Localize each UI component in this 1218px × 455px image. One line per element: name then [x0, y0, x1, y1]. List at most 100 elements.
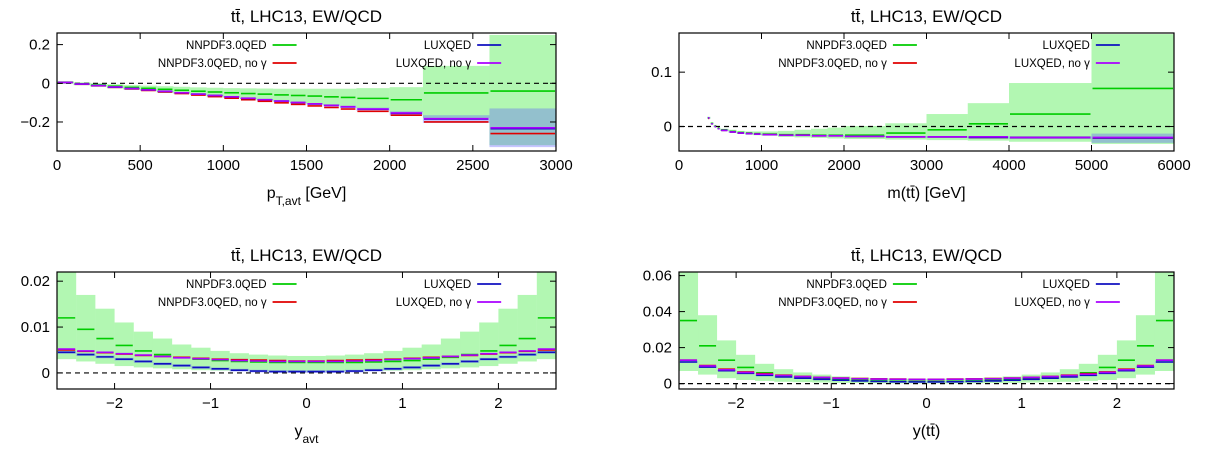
chart-title: tt̄, LHC13, EW/QCD: [851, 246, 1002, 265]
legend-label: LUXQED, no γ: [396, 297, 472, 309]
x-tick-label: 0: [53, 157, 61, 174]
x-tick-label: 1: [398, 395, 406, 412]
band-bin: [536, 272, 556, 360]
legend-label: NNPDF3.0QED, no γ: [778, 58, 887, 70]
legend-label: LUXQED, no γ: [1014, 58, 1090, 70]
x-tick-label: −1: [202, 395, 219, 412]
legend-label: NNPDF3.0QED, no γ: [778, 297, 887, 309]
band-bin: [498, 308, 518, 364]
band-bin: [778, 130, 795, 137]
x-tick-label: 0: [675, 157, 683, 174]
band-bin: [422, 65, 490, 119]
y-tick-label: 0: [42, 365, 50, 382]
y-tick-label: 0: [42, 75, 50, 92]
legend-label: NNPDF3.0QED, no γ: [158, 58, 267, 70]
band-bin: [698, 315, 718, 375]
y-tick-label: −0.2: [20, 114, 50, 131]
x-tick-label: 0: [922, 395, 930, 412]
legend-label: LUXQED: [1043, 40, 1090, 52]
band-bin: [1116, 340, 1136, 379]
x-tick-label: 2000: [373, 157, 406, 174]
y-tick-label: 0.1: [651, 64, 672, 81]
chart-panel-3: −2 −1 0 1 2 0.02 0.01 0 tt̄, LHC13, EW/QCD yavt NN…: [21, 246, 557, 446]
y-tick-label: 0.06: [643, 268, 672, 285]
band-bin: [95, 308, 115, 364]
x-axis-label: pT,avt [GeV]: [267, 185, 347, 208]
x-tick-label: −1: [823, 395, 840, 412]
band-bin: [811, 128, 828, 138]
x-tick-label: 1500: [290, 157, 323, 174]
x-tick-label: 4000: [992, 157, 1025, 174]
x-tick-label: 3000: [539, 157, 572, 174]
band-bin: [717, 340, 737, 379]
legend-label: LUXQED, no γ: [1014, 297, 1090, 309]
legend-label: LUXQED, no γ: [396, 58, 472, 70]
legend-label: NNPDF3.0QED: [186, 279, 267, 291]
y-tick-label: 0: [664, 119, 672, 136]
band-bin: [679, 272, 699, 371]
band-bin: [1009, 83, 1092, 142]
band-bin: [133, 331, 153, 368]
band-bin: [76, 294, 96, 362]
x-tick-label: 2500: [456, 157, 489, 174]
band-bin: [440, 338, 461, 369]
chart-title: tt̄, LHC13, EW/QCD: [851, 7, 1002, 26]
plot-area: [57, 272, 556, 374]
legend-label: LUXQED: [424, 40, 471, 52]
band-bin: [325, 355, 345, 372]
x-tick-label: 1000: [745, 157, 778, 174]
band-bin: [794, 129, 811, 138]
band-bin: [1154, 272, 1174, 371]
band-bin: [967, 103, 1009, 141]
x-tick-label: 3000: [910, 157, 943, 174]
chart-panel-4: −2 −1 0 1 2 0.06 0.04 0.02 0 tt̄, LHC13, EW/QCD y(…: [643, 246, 1175, 440]
x-tick-label: 0: [302, 395, 310, 412]
band-bin: [114, 322, 134, 367]
y-tick-label: 0.02: [643, 340, 672, 357]
band-bin: [57, 272, 77, 360]
legend-label: NNPDF3.0QED: [806, 279, 887, 291]
legend-label: NNPDF3.0QED, no γ: [158, 297, 267, 309]
chart-panel-1: 0 500 1000 1500 2000 2500 3000 0.2 0 −0.2 tt̄, LHC…: [20, 7, 572, 208]
x-tick-label: 500: [128, 157, 153, 174]
x-axis-label: m(tt̄) [GeV]: [887, 185, 965, 202]
y-tick-label: 0.01: [21, 319, 50, 336]
y-tick-label: 0.2: [29, 37, 50, 54]
x-tick-label: 6000: [1157, 157, 1190, 174]
legend-label: NNPDF3.0QED: [186, 40, 267, 52]
band-bin: [460, 331, 480, 368]
x-tick-label: 5000: [1075, 157, 1108, 174]
band-bin: [479, 322, 499, 367]
chart-title: tt̄, LHC13, EW/QCD: [231, 7, 382, 26]
legend-label: LUXQED: [424, 279, 471, 291]
x-axis-label: y(tt̄): [913, 423, 941, 440]
x-tick-label: −2: [728, 395, 745, 412]
x-tick-label: 2000: [827, 157, 860, 174]
plot-area: [679, 34, 1174, 144]
y-tick-label: 0.02: [21, 273, 50, 290]
legend-label: LUXQED: [1043, 279, 1090, 291]
x-axis-label: yavt: [294, 423, 319, 446]
chart-title: tt̄, LHC13, EW/QCD: [231, 246, 382, 265]
x-tick-label: 2: [1113, 395, 1121, 412]
band-bin: [268, 355, 288, 372]
band-bin: [248, 354, 269, 372]
chart-panel-2: 0 1000 2000 3000 4000 5000 6000 0.1 0 tt̄, LHC13,…: [651, 7, 1191, 202]
band-bin: [306, 355, 326, 373]
legend-label: NNPDF3.0QED: [806, 40, 887, 52]
band-bin: [885, 123, 927, 140]
x-tick-label: 2: [494, 395, 502, 412]
x-tick-label: 1000: [207, 157, 240, 174]
y-tick-label: 0: [664, 376, 672, 393]
y-tick-label: 0.04: [643, 304, 672, 321]
x-tick-label: 1: [1018, 395, 1026, 412]
band-bin: [489, 34, 556, 146]
plot-area: [679, 272, 1174, 385]
band-bin: [152, 338, 173, 369]
plot-area: [57, 34, 556, 148]
band-bin: [1135, 315, 1155, 375]
x-tick-label: −2: [106, 395, 123, 412]
band-bin: [517, 294, 537, 362]
band-bin: [287, 355, 307, 373]
